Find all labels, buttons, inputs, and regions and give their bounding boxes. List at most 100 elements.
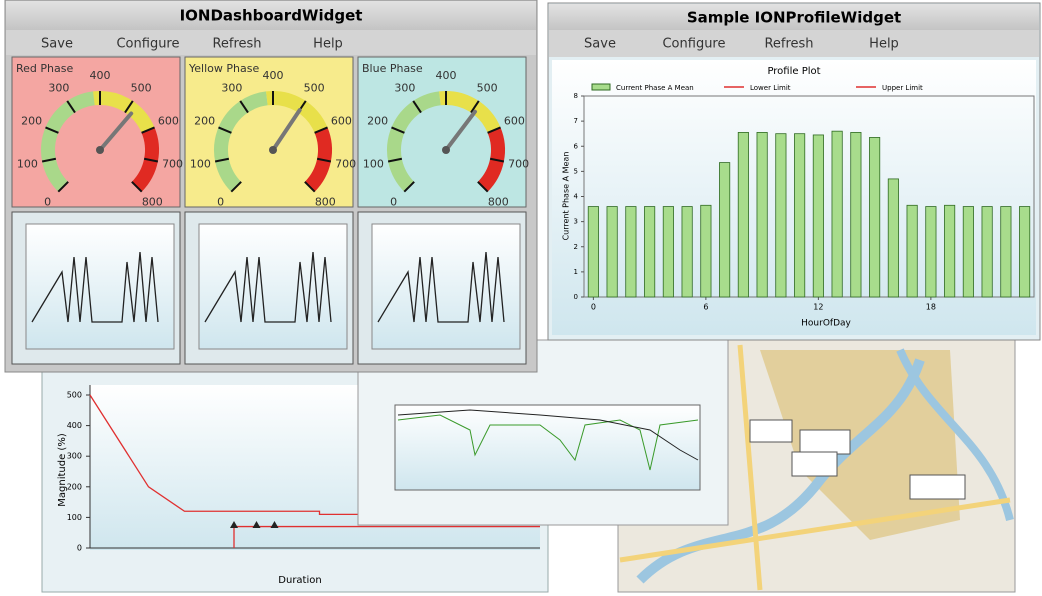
gauge-label: Red Phase: [16, 62, 73, 75]
y-tick-label: 1: [574, 268, 578, 276]
gauge-tick-label: 100: [17, 157, 38, 170]
gauge-tick-label: 700: [162, 157, 183, 170]
bar: [851, 132, 861, 297]
x-axis-label: HourOfDay: [801, 319, 851, 329]
gauge-tick-label: 300: [221, 81, 242, 94]
gauge-tick-label: 500: [477, 81, 498, 94]
gauge-tick-label: 600: [331, 115, 352, 128]
mini-plot: [26, 224, 174, 349]
bar: [644, 207, 654, 297]
y-tick-label: 0: [574, 293, 578, 301]
bar: [588, 207, 598, 297]
bar: [963, 207, 973, 297]
gauge-tick-label: 200: [21, 115, 42, 128]
bar: [757, 132, 767, 297]
x-tick-label: 18: [926, 303, 936, 312]
map-callout: [750, 420, 792, 442]
gauge-label: Yellow Phase: [188, 62, 259, 75]
screen: Magnitude (%) Duration 0100200300400500 …: [0, 0, 1042, 596]
menu-item[interactable]: Save: [584, 37, 616, 52]
window-title: Sample IONProfileWidget: [687, 9, 901, 27]
bar: [869, 137, 879, 297]
gauge-hub: [269, 146, 277, 154]
chart-title: Profile Plot: [767, 66, 820, 77]
gauge-tick-label: 0: [217, 195, 224, 208]
bar: [982, 207, 992, 297]
y-tick-label: 3: [574, 218, 578, 226]
y-tick-label: 8: [574, 92, 578, 100]
y-tick-label: 100: [67, 513, 82, 522]
y-tick-label: 5: [574, 167, 578, 175]
gauge-tick-label: 0: [44, 195, 51, 208]
map-callout: [792, 452, 837, 476]
bar: [813, 135, 823, 297]
bar: [719, 163, 729, 297]
window-title: IONDashboardWidget: [180, 7, 363, 25]
y-tick-label: 4: [574, 193, 579, 201]
y-tick-label: 0: [77, 544, 82, 553]
gauge-tick-label: 600: [158, 115, 179, 128]
gauge-tick-label: 800: [142, 195, 163, 208]
legend-label: Lower Limit: [750, 84, 791, 92]
bar: [663, 207, 673, 297]
bar: [776, 134, 786, 297]
legend-label: Upper Limit: [882, 84, 923, 92]
bar: [738, 132, 748, 297]
menu-item[interactable]: Save: [41, 37, 73, 52]
menu-item[interactable]: Refresh: [212, 37, 261, 52]
y-tick-label: 2: [574, 243, 578, 251]
gauge-hub: [442, 146, 450, 154]
x-axis-label: Duration: [278, 575, 321, 586]
mini-plot: [199, 224, 347, 349]
y-tick-label: 6: [574, 142, 579, 150]
gauge-tick-label: 400: [90, 69, 111, 82]
dashboard-window: IONDashboardWidget Save Configure Refres…: [5, 0, 537, 372]
menu-bar: [6, 30, 536, 55]
gauge-label: Blue Phase: [362, 62, 423, 75]
gauge-tick-label: 100: [190, 157, 211, 170]
x-tick-label: 12: [813, 303, 823, 312]
bar: [607, 207, 617, 297]
menu-item[interactable]: Refresh: [764, 37, 813, 52]
gauge-tick-label: 800: [315, 195, 336, 208]
map-callout: [910, 475, 965, 499]
profile-window: Sample IONProfileWidget Save Configure R…: [548, 3, 1040, 340]
gauge-tick-label: 200: [194, 115, 215, 128]
bar: [944, 205, 954, 297]
y-axis-label: Magnitude (%): [57, 433, 68, 507]
x-tick-label: 6: [703, 303, 708, 312]
gauge-tick-label: 300: [48, 81, 69, 94]
bar: [888, 179, 898, 297]
y-tick-label: 500: [67, 391, 82, 400]
bar: [682, 207, 692, 297]
legend-swatch: [592, 84, 610, 90]
menu-item[interactable]: Configure: [662, 37, 725, 52]
gauge-tick-label: 800: [488, 195, 509, 208]
gauge-tick-label: 100: [363, 157, 384, 170]
plot-area: [395, 405, 700, 490]
y-axis-label: Current Phase A Mean: [562, 152, 571, 241]
bar: [926, 207, 936, 297]
y-tick-label: 200: [67, 482, 82, 491]
gauge-tick-label: 200: [367, 115, 388, 128]
y-tick-label: 400: [67, 421, 82, 430]
bar: [794, 134, 804, 297]
bar: [626, 207, 636, 297]
menu-item[interactable]: Help: [869, 37, 899, 52]
y-tick-label: 300: [67, 452, 82, 461]
gauge-tick-label: 600: [504, 115, 525, 128]
y-tick-label: 7: [574, 117, 578, 125]
menu-item[interactable]: Configure: [116, 37, 179, 52]
gauge-tick-label: 500: [304, 81, 325, 94]
map-callout: [800, 430, 850, 454]
gauge-tick-label: 700: [508, 157, 529, 170]
menu-item[interactable]: Help: [313, 37, 343, 52]
gauge-tick-label: 300: [394, 81, 415, 94]
x-tick-label: 0: [591, 303, 596, 312]
bar: [832, 131, 842, 297]
gauge-tick-label: 0: [390, 195, 397, 208]
bar: [701, 205, 711, 297]
bar: [907, 205, 917, 297]
gauge-tick-label: 500: [131, 81, 152, 94]
gauge-tick-label: 700: [335, 157, 356, 170]
